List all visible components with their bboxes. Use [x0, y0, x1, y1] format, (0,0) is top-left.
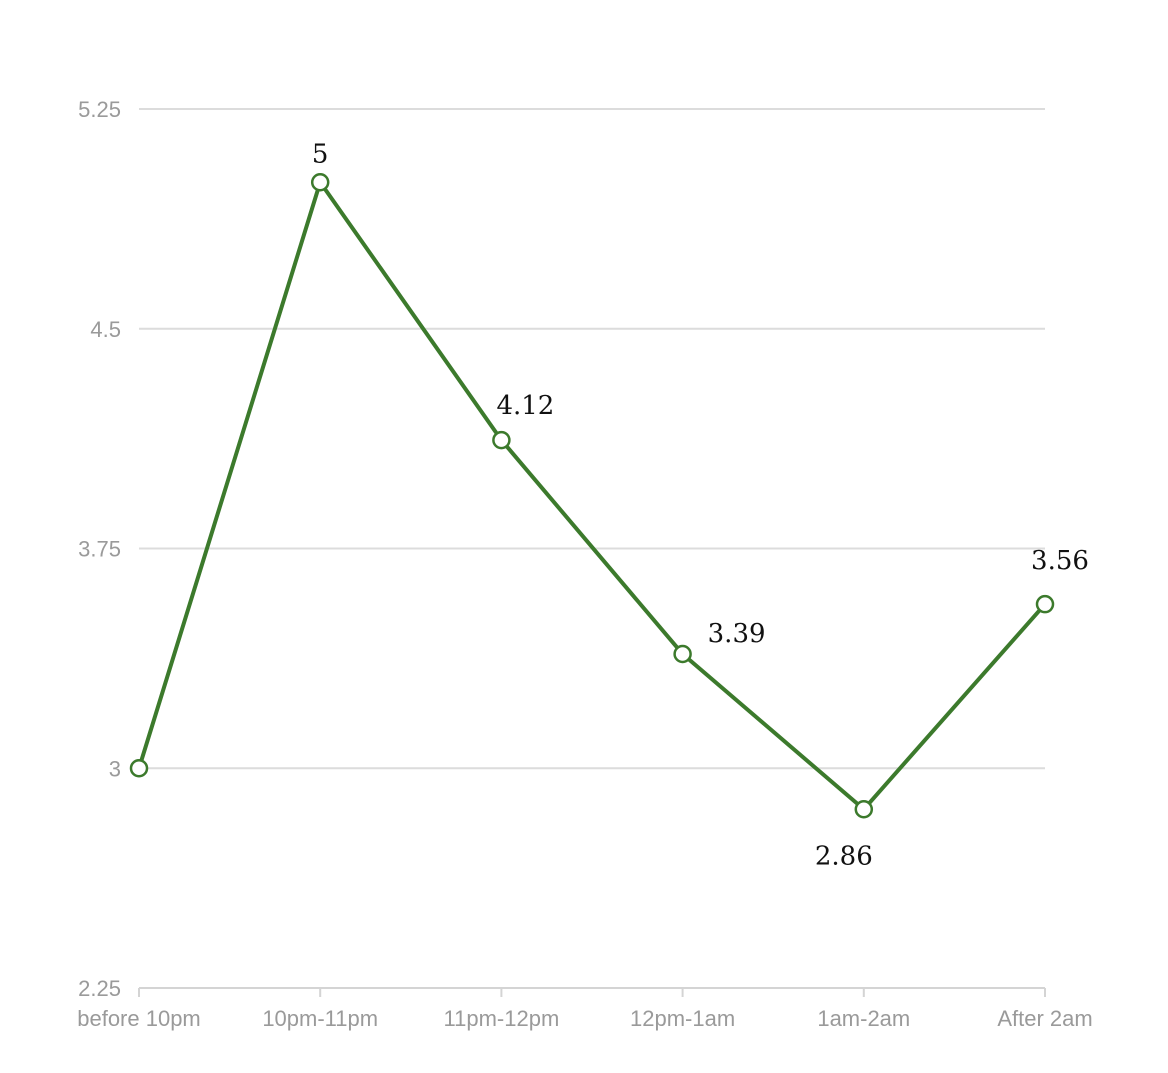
data-point	[492, 430, 511, 450]
data-point	[673, 644, 692, 664]
x-tick-label: before 10pm	[77, 1006, 201, 1031]
data-label: 3.56	[1031, 546, 1089, 576]
data-label: 2.86	[815, 841, 873, 871]
x-tick-label: 10pm-11pm	[262, 1006, 378, 1031]
data-point	[129, 759, 149, 778]
label-layer: 5 4.12 3.39 2.86 3.56	[312, 139, 1089, 871]
x-tick-label: 12pm-1am	[630, 1006, 735, 1031]
x-tick-label: 11pm-12pm	[444, 1006, 560, 1031]
grid-layer	[139, 108, 1045, 770]
series-line	[137, 180, 1047, 812]
y-tick-label: 3	[109, 756, 121, 781]
series-layer	[129, 173, 1055, 819]
data-label: 4.12	[496, 391, 554, 421]
y-tick-label: 2.25	[78, 976, 121, 1001]
data-point	[1035, 594, 1055, 614]
data-point	[854, 800, 874, 819]
axis-layer: 2.25 3 3.75 4.5 5.25 before 10pm 10pm-11pm 11pm…	[77, 97, 1092, 1031]
x-tick-label: After 2am	[997, 1006, 1092, 1031]
y-tick-label: 3.75	[78, 537, 121, 562]
data-label: 3.39	[708, 619, 766, 649]
y-tick-label: 4.5	[90, 317, 121, 342]
x-tick-label: 1am-2am	[817, 1006, 910, 1031]
data-label: 5	[312, 139, 329, 169]
data-point	[310, 173, 330, 192]
y-tick-label: 5.25	[78, 97, 121, 122]
